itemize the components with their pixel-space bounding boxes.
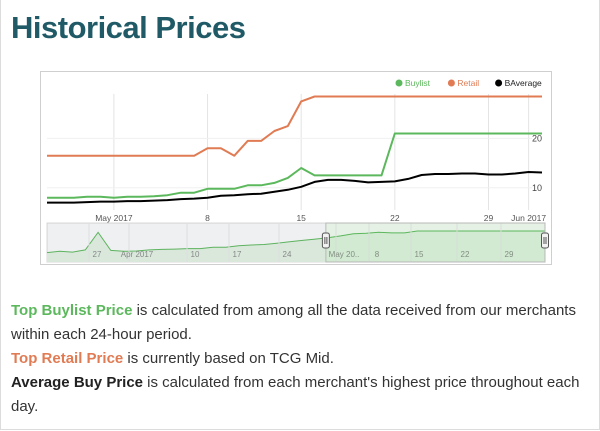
navigator-tick-label: 27 — [93, 250, 102, 259]
navigator-tick-label: 17 — [233, 250, 242, 259]
legend-marker-baverage — [495, 79, 503, 87]
x-tick-label: 29 — [484, 213, 494, 223]
series-line-buylist[interactable] — [47, 132, 542, 199]
y-tick-label: 20 — [532, 133, 542, 143]
price-notes: Top Buylist Price is calculated from amo… — [11, 299, 591, 419]
legend-marker-buylist — [395, 79, 403, 87]
x-tick-label: 8 — [205, 213, 210, 223]
note-retail-term: Top Retail Price — [11, 350, 124, 367]
note-average-text: is calculated from each merchant's highe… — [11, 374, 580, 415]
legend-marker-retail — [447, 79, 455, 87]
note-retail: Top Retail Price is currently based on T… — [11, 347, 591, 371]
x-tick-label: May 2017 — [95, 213, 133, 223]
note-buylist-text: is calculated from among all the data re… — [11, 302, 576, 343]
navigator-area — [47, 231, 545, 262]
chart-canvas[interactable]: May 2017 8 15 22 29 Jun 2017 10 20 Buylist Retail… — [41, 72, 551, 264]
series-line-retail[interactable] — [47, 95, 542, 157]
note-average-term: Average Buy Price — [11, 374, 144, 391]
section-title: Historical Prices — [11, 10, 246, 45]
navigator-tick-label: Apr 2017 — [121, 250, 154, 259]
legend-label-baverage[interactable]: BAverage — [505, 78, 542, 88]
legend-label-retail[interactable]: Retail — [457, 78, 479, 88]
navigator-tick-label: 15 — [415, 250, 424, 259]
navigator-tick-label: 8 — [375, 250, 380, 259]
navigator-line — [46, 230, 545, 254]
x-tick-label: 15 — [296, 213, 306, 223]
price-history-chart[interactable]: May 2017 8 15 22 29 Jun 2017 10 20 Buylist Retail… — [40, 71, 552, 265]
series-line-baverage[interactable] — [47, 171, 543, 204]
x-tick-label: 22 — [390, 213, 400, 223]
navigator-mask-left — [47, 223, 326, 262]
note-buylist: Top Buylist Price is calculated from amo… — [11, 299, 591, 347]
note-buylist-term: Top Buylist Price — [11, 302, 133, 319]
navigator-tick-label: May 20.. — [329, 250, 360, 259]
plot-area — [47, 92, 542, 210]
legend-label-buylist[interactable]: Buylist — [405, 78, 431, 88]
navigator-tick-label: 29 — [505, 250, 514, 259]
x-tick-label: Jun 2017 — [511, 213, 546, 223]
y-tick-label: 10 — [532, 183, 542, 193]
navigator-handle-left[interactable] — [321, 232, 330, 249]
navigator-handle-right[interactable] — [541, 232, 549, 249]
navigator-tick-label: 10 — [191, 250, 200, 259]
note-average: Average Buy Price is calculated from eac… — [11, 371, 591, 419]
navigator-selection[interactable] — [325, 222, 546, 263]
navigator-tick-label: 22 — [461, 250, 470, 259]
navigator-tick-label: 24 — [283, 250, 292, 259]
note-retail-text: is currently based on TCG Mid. — [123, 350, 334, 367]
